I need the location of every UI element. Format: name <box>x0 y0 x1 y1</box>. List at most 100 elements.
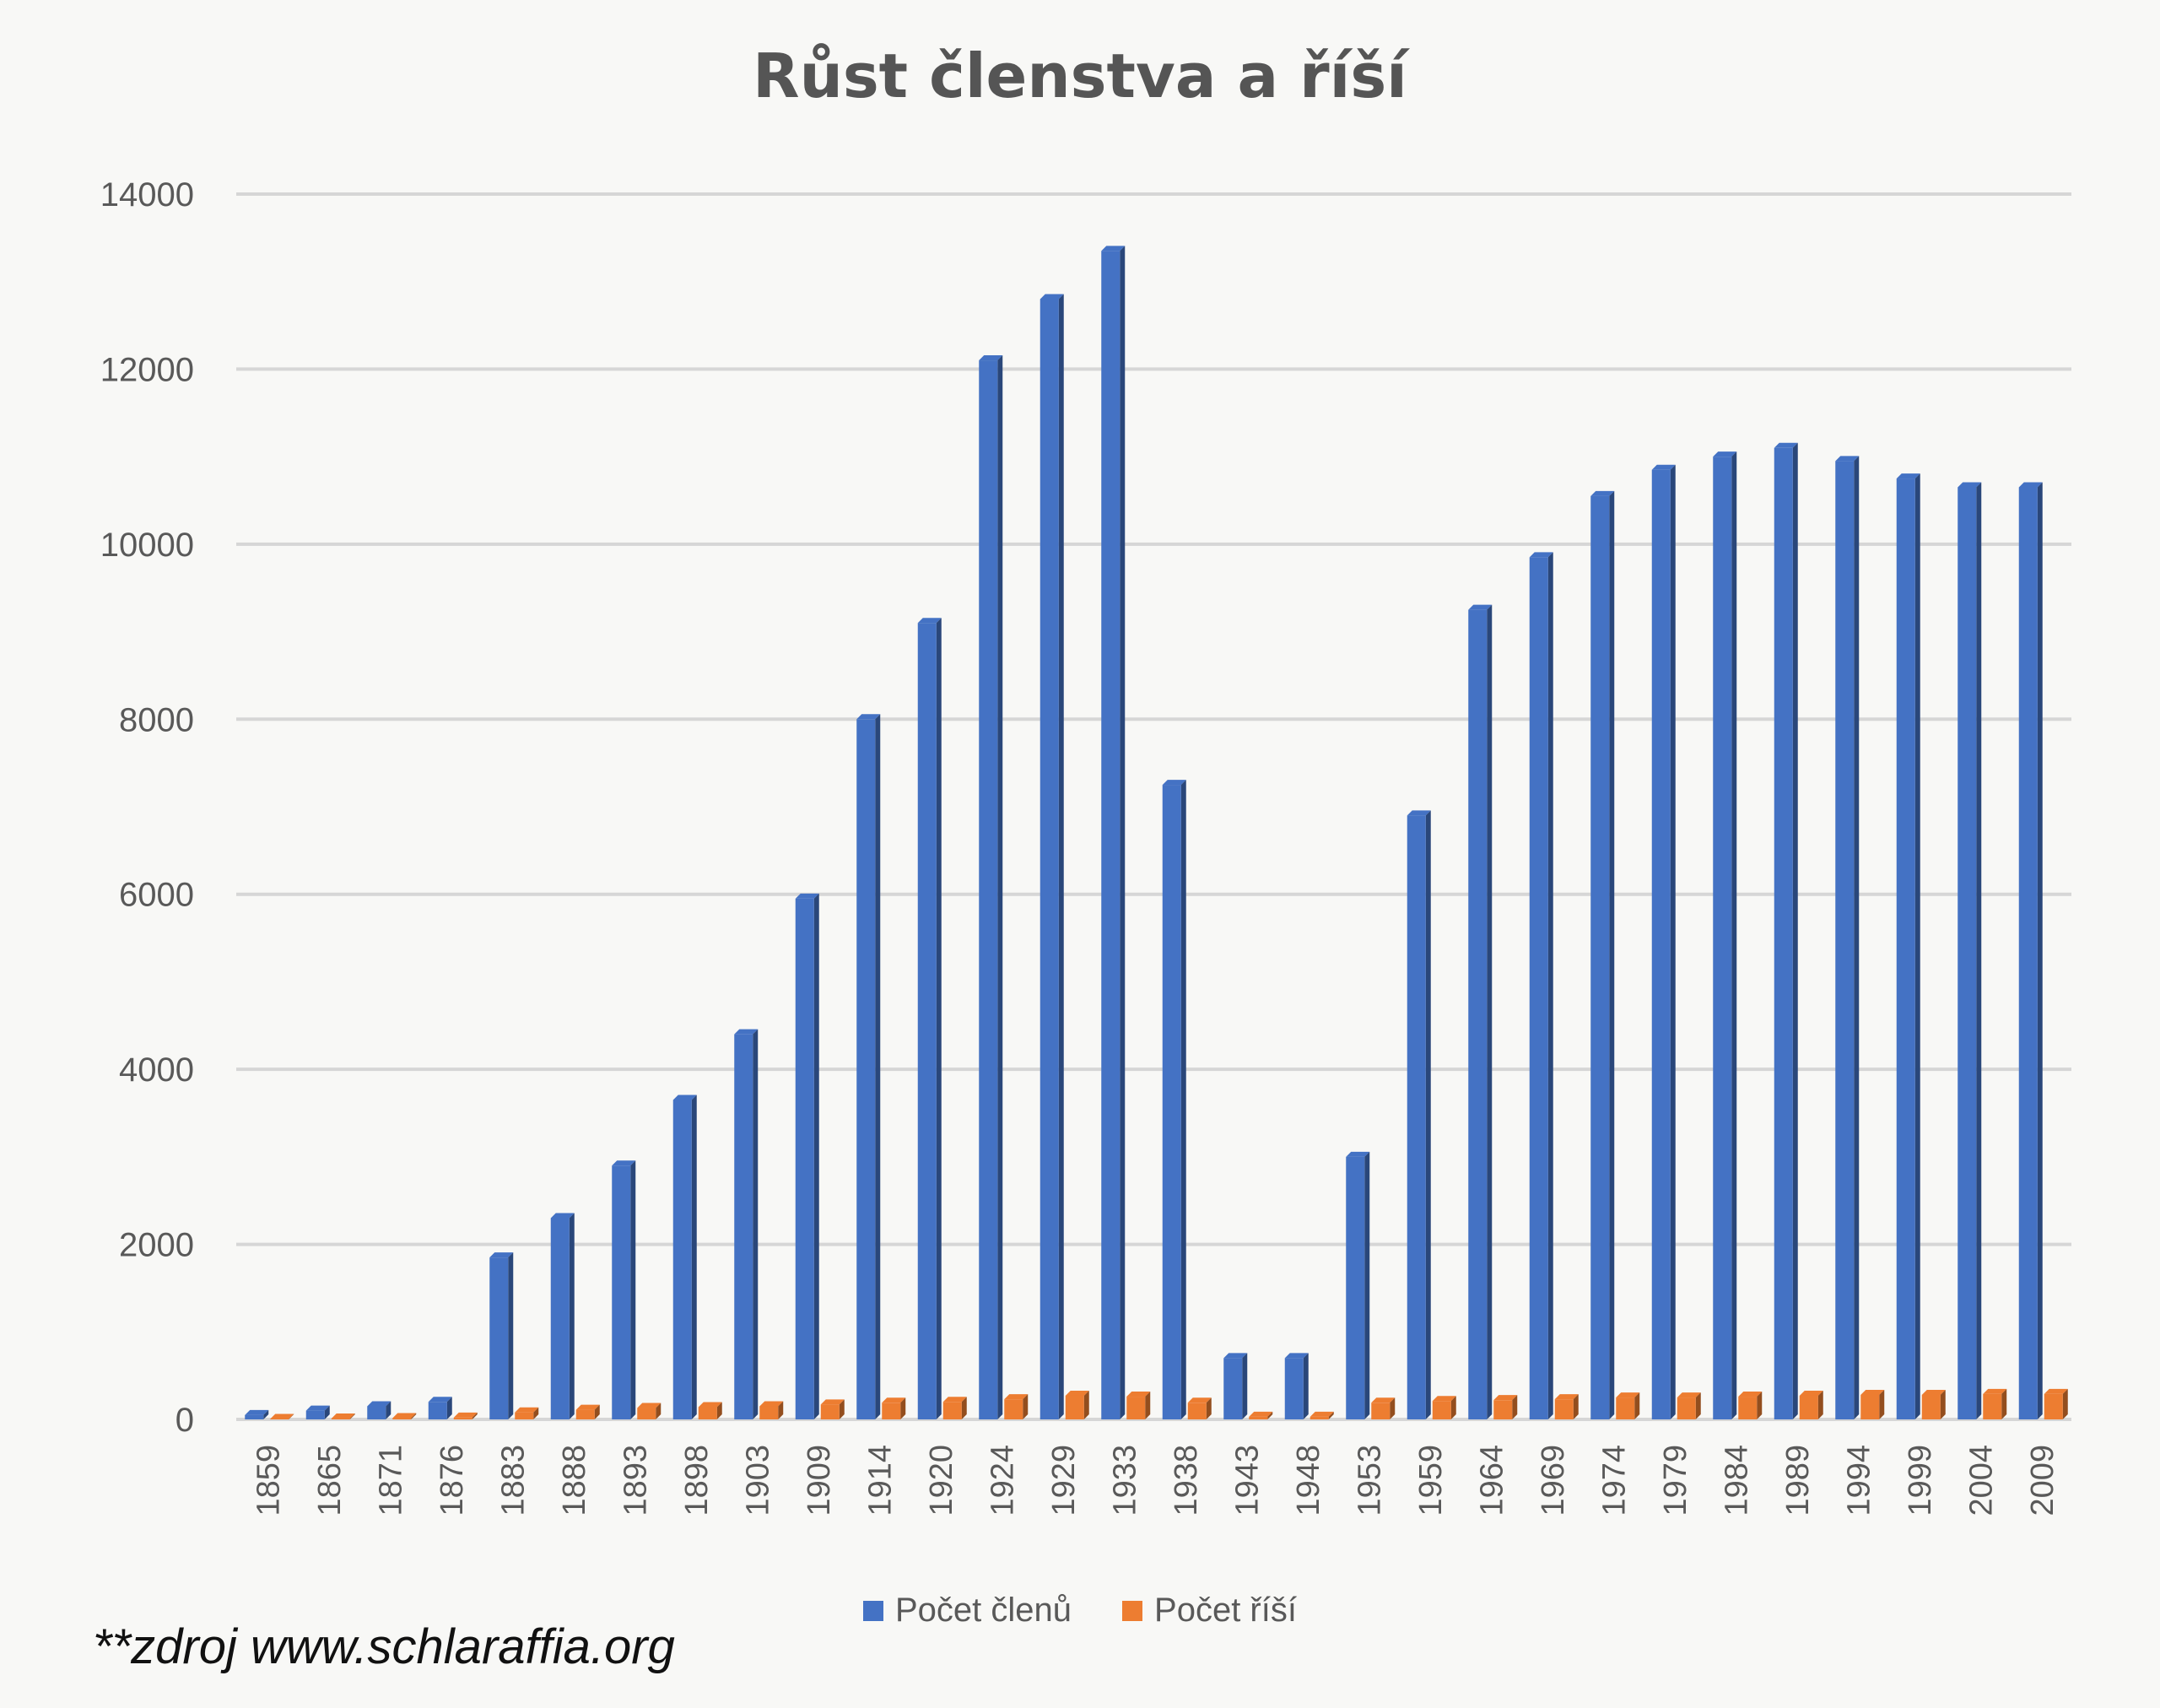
bar-face <box>856 719 876 1419</box>
bar-face <box>759 1406 779 1419</box>
bar-top <box>1799 1390 1823 1396</box>
bar-side <box>1450 1396 1456 1419</box>
bar-side <box>1817 1390 1823 1419</box>
bar-face <box>453 1417 472 1419</box>
bar-top <box>979 355 1003 361</box>
bar-realms <box>942 1397 967 1419</box>
bar-realms <box>882 1397 906 1419</box>
bar-realms <box>270 1413 294 1419</box>
bar-top <box>672 1095 697 1100</box>
bar-members <box>367 1401 392 1419</box>
bar-realms <box>1310 1411 1334 1419</box>
bar-members <box>489 1252 514 1419</box>
bars <box>245 246 2068 1420</box>
bar-top <box>1860 1389 1885 1395</box>
legend: Počet členů Počet říší <box>0 1592 2160 1630</box>
bar-top <box>1249 1411 1273 1417</box>
bar-face <box>1223 1358 1243 1419</box>
bar-face <box>575 1409 595 1419</box>
bar-members <box>428 1397 452 1419</box>
bar-members <box>1101 246 1126 1419</box>
bar-top <box>453 1412 478 1418</box>
bar-side <box>839 1399 845 1419</box>
bar-top <box>575 1404 600 1410</box>
y-tick-label: 12000 <box>100 351 194 388</box>
bar-realms <box>1065 1390 1089 1419</box>
bar-side <box>1145 1392 1151 1419</box>
bar-realms <box>1616 1392 1640 1419</box>
bar-top <box>1346 1151 1370 1157</box>
bar-face <box>1860 1394 1880 1419</box>
bar-top <box>882 1397 906 1403</box>
x-tick-label: 1865 <box>312 1445 348 1516</box>
bar-face <box>1284 1358 1304 1419</box>
bar-top <box>367 1401 392 1407</box>
bar-side <box>349 1413 355 1419</box>
bar-face <box>392 1418 412 1419</box>
x-tick-label: 1859 <box>251 1445 286 1516</box>
bar-members <box>795 893 819 1419</box>
bar-top <box>1529 552 1553 558</box>
bar-face <box>672 1100 692 1419</box>
bar-top <box>820 1399 845 1405</box>
bar-realms <box>453 1412 478 1419</box>
bar-face <box>882 1403 901 1419</box>
bar-top <box>515 1407 539 1413</box>
bar-face <box>1713 457 1732 1420</box>
bar-realms <box>331 1413 355 1419</box>
bar-side <box>1976 482 1982 1419</box>
bar-top <box>305 1405 330 1411</box>
x-tick-label: 1984 <box>1719 1445 1754 1516</box>
bar-side <box>936 618 942 1419</box>
bar-side <box>472 1412 478 1419</box>
bar-face <box>1835 461 1855 1419</box>
bar-top <box>428 1397 452 1403</box>
bar-side <box>386 1401 392 1419</box>
bar-top <box>1407 810 1431 816</box>
bar-top <box>1310 1411 1334 1417</box>
bar-top <box>1958 482 1982 488</box>
bar-side <box>2037 482 2043 1419</box>
bar-side <box>1487 604 1493 1419</box>
bar-top <box>1101 246 1126 251</box>
bar-members <box>2018 482 2043 1419</box>
bar-side <box>1058 294 1064 1419</box>
bar-realms <box>515 1407 539 1419</box>
bar-members <box>245 1409 269 1419</box>
bar-members <box>979 355 1003 1419</box>
bar-face <box>1921 1394 1941 1419</box>
gridlines <box>236 192 2071 1421</box>
bar-side <box>263 1409 269 1419</box>
bar-members <box>1284 1353 1309 1419</box>
bar-face <box>245 1414 264 1419</box>
x-tick-label: 1953 <box>1352 1445 1387 1516</box>
y-tick-label: 10000 <box>100 527 194 564</box>
bar-top <box>856 714 881 720</box>
bar-face <box>1774 447 1793 1419</box>
bar-side <box>778 1401 784 1419</box>
bar-top <box>1126 1392 1151 1397</box>
bar-side <box>1573 1394 1579 1419</box>
bar-side <box>1512 1395 1518 1419</box>
bar-top <box>1983 1388 2007 1394</box>
legend-swatch-members <box>863 1600 883 1621</box>
bar-side <box>324 1405 330 1419</box>
bar-realms <box>392 1413 417 1419</box>
y-tick-label: 8000 <box>119 701 194 738</box>
bar-side <box>569 1213 575 1419</box>
legend-swatch-realms <box>1122 1600 1143 1621</box>
source-note: **zdroj www.schlaraffia.org <box>93 1619 675 1674</box>
bar-members <box>1223 1353 1248 1419</box>
bar-side <box>1120 246 1126 1419</box>
bar-realms <box>575 1404 600 1419</box>
bar-face <box>1468 609 1488 1419</box>
bar-side <box>1425 810 1431 1419</box>
bar-face <box>1896 478 1915 1419</box>
bar-top <box>1432 1396 1456 1402</box>
y-tick-label: 6000 <box>119 877 194 914</box>
x-tick-label: 1876 <box>435 1445 470 1516</box>
bar-top <box>1677 1392 1701 1398</box>
bar-members <box>1162 780 1186 1419</box>
bar-side <box>630 1160 636 1419</box>
bar-side <box>961 1397 967 1419</box>
